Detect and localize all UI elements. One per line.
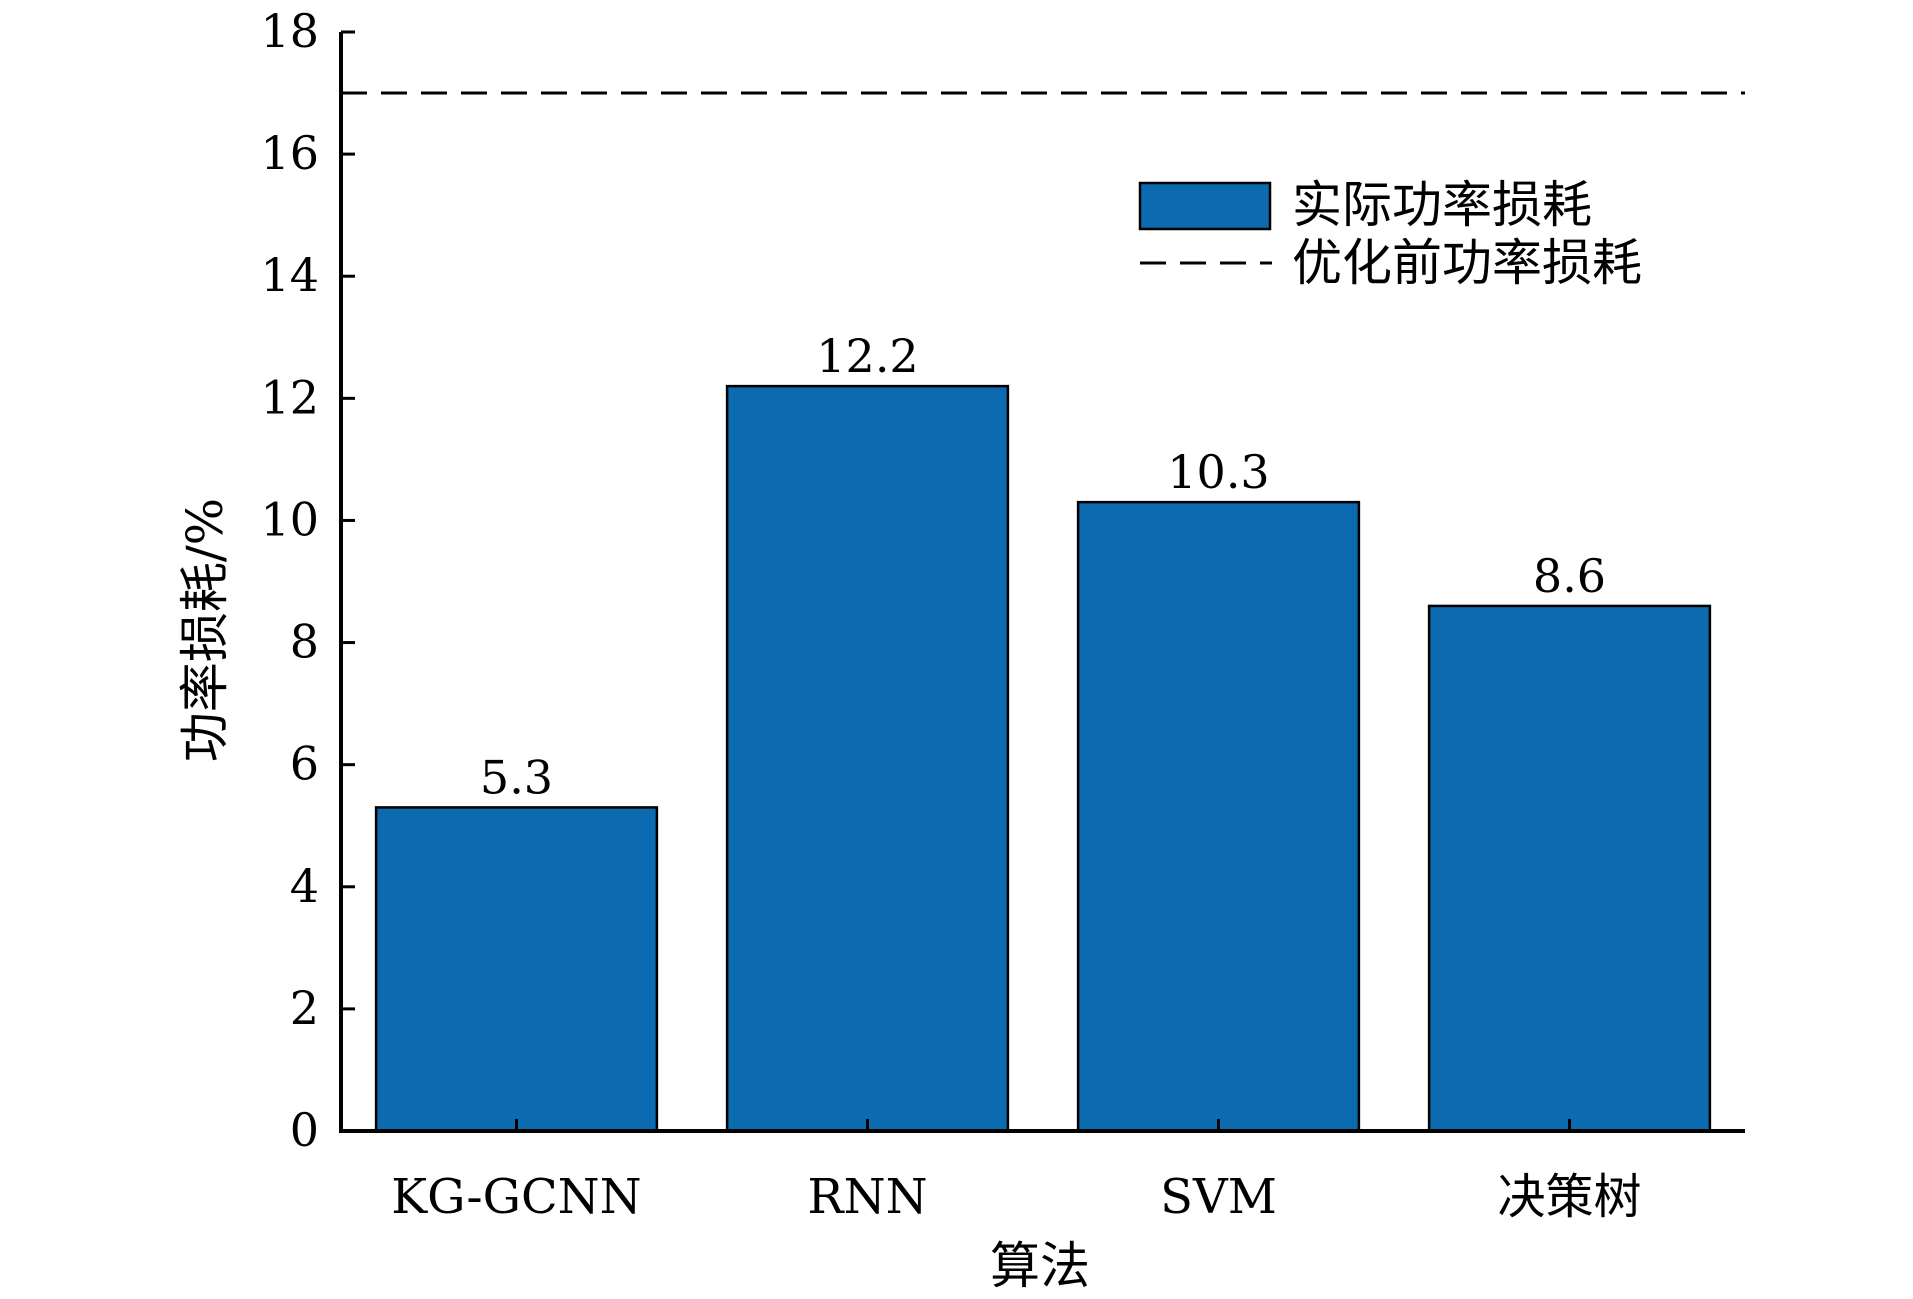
y-tick-label: 6 [290, 737, 319, 791]
bar-3 [1076, 500, 1361, 1133]
x-tick-label: 决策树 [1497, 1169, 1641, 1225]
y-tick-label: 8 [290, 615, 319, 669]
y-tick-label: 4 [290, 859, 319, 913]
bars-group [374, 384, 1712, 1133]
data-label-4: 8.6 [1533, 549, 1606, 603]
y-tick-label: 16 [260, 126, 319, 180]
data-label-2: 12.2 [816, 329, 918, 383]
x-tick-label: RNN [807, 1169, 927, 1225]
y-tick-label: 2 [290, 981, 319, 1035]
y-tick-label: 12 [260, 370, 319, 424]
y-tick-label: 10 [260, 492, 319, 546]
bar-1 [374, 806, 659, 1133]
bar-2 [725, 384, 1010, 1133]
y-tick-label: 14 [260, 248, 319, 302]
x-axis-title: 算法 [990, 1237, 1090, 1295]
bar-4 [1427, 604, 1712, 1133]
legend-swatch-bar [1138, 181, 1272, 231]
data-label-1: 5.3 [480, 750, 553, 804]
legend-label-bar: 实际功率损耗 [1292, 176, 1592, 234]
x-tick-label: SVM [1160, 1169, 1277, 1225]
data-label-3: 10.3 [1167, 445, 1269, 499]
legend-label-dashed: 优化前功率损耗 [1292, 234, 1642, 292]
legend: 实际功率损耗 优化前功率损耗 [1138, 176, 1642, 292]
axes-group [339, 32, 1745, 1133]
x-tick-label: KG-GCNN [391, 1169, 641, 1225]
y-axis-title: 功率损耗/% [176, 498, 234, 762]
y-tick-label: 0 [290, 1103, 319, 1157]
y-tick-label: 18 [260, 4, 319, 58]
data-labels-group: 5.3 12.2 10.3 8.6 [480, 329, 1606, 804]
y-ticks-group: 0 2 4 6 8 10 12 14 16 18 [260, 4, 355, 1157]
x-ticks-group: KG-GCNN RNN SVM 决策树 [391, 1119, 1642, 1225]
